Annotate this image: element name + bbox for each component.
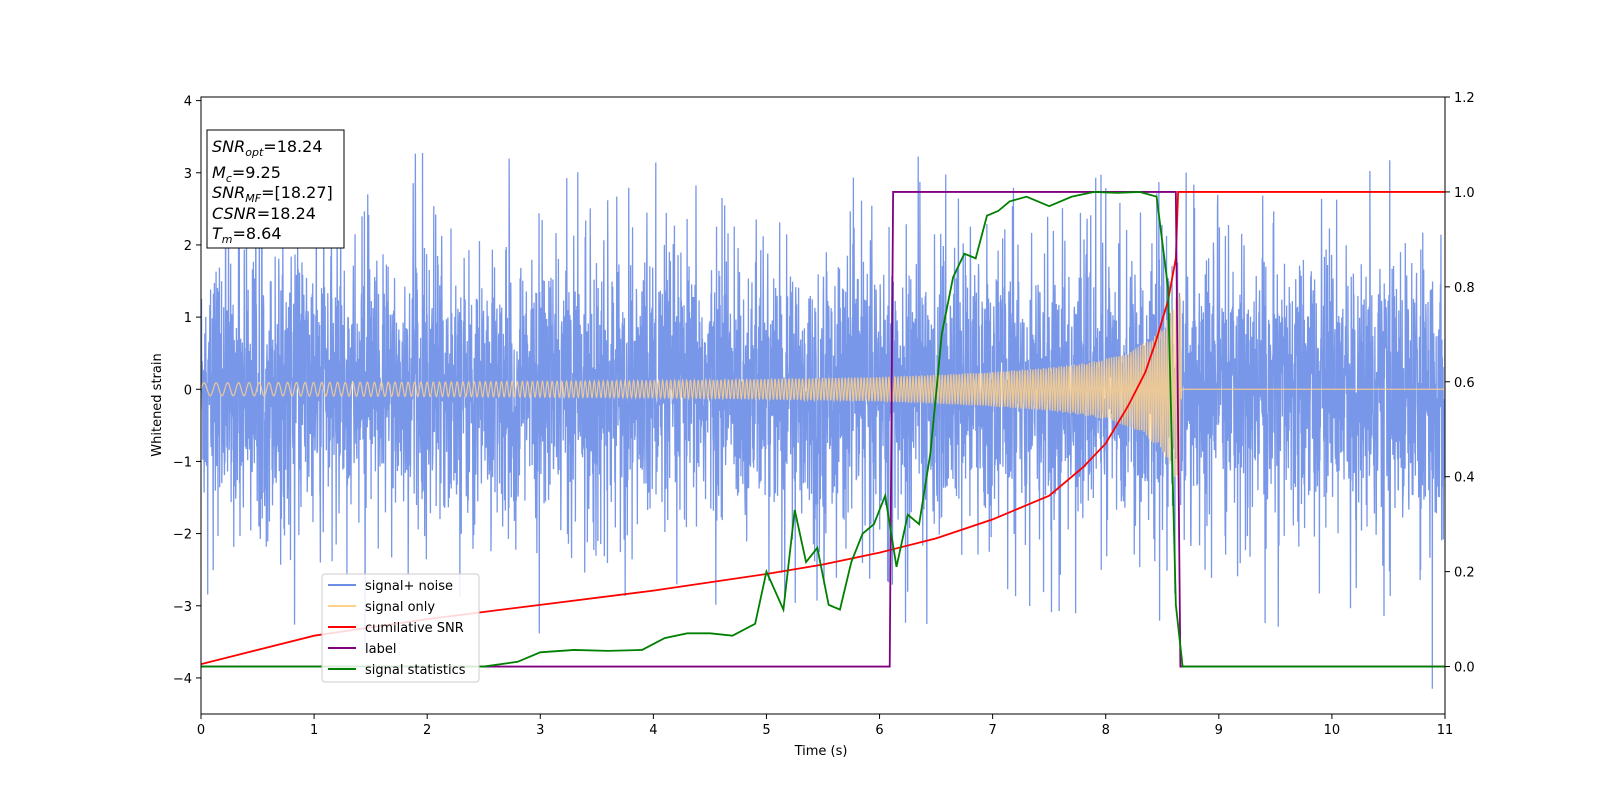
info-mc: Mc=9.25 — [212, 163, 281, 185]
line-cumulative-snr — [201, 191, 1445, 666]
series-signal-plus-noise — [201, 152, 1445, 689]
legend-entry-cumulative-snr: cumilative SNR — [328, 621, 464, 636]
x-tick-label: 10 — [1324, 723, 1341, 738]
info-box: SNRopt=18.24 Mc=9.25 SNRMF=[18.27] CSNR=… — [206, 129, 345, 249]
series-overlay-lines — [201, 191, 1445, 668]
y-axis-label: Whitened strain — [150, 353, 165, 456]
plot-frame — [200, 96, 1446, 715]
legend-entry-signal-statistics: signal statistics — [328, 663, 466, 678]
x-tick-label: 7 — [988, 723, 996, 738]
y-left-tick-label: 0 — [184, 383, 192, 398]
line-signal-plus-noise — [201, 152, 1445, 689]
x-tick-label: 9 — [1215, 723, 1223, 738]
y-left-tick-label: 3 — [184, 167, 192, 182]
y-right-tick-label: 0.6 — [1454, 376, 1475, 391]
x-tick-label: 11 — [1437, 723, 1454, 738]
x-tick-label: 3 — [536, 723, 544, 738]
svg-text:signal statistics: signal statistics — [365, 663, 466, 678]
y-left-tick-label: −1 — [173, 455, 192, 470]
svg-text:label: label — [365, 642, 396, 657]
y-right-tick-label: 1.0 — [1454, 186, 1475, 201]
legend: signal+ noise signal only cumilative SNR… — [321, 573, 480, 683]
y-left-tick-label: 1 — [184, 311, 192, 326]
x-axis-label: Time (s) — [794, 744, 848, 759]
y-right-tick-label: 1.2 — [1454, 91, 1475, 106]
y-left-tick-label: −3 — [173, 600, 192, 615]
x-tick-label: 5 — [762, 723, 770, 738]
y-right-tick-label: 0.4 — [1454, 471, 1475, 486]
x-tick-label: 6 — [875, 723, 883, 738]
y-right-tick-label: 0.0 — [1454, 661, 1475, 676]
x-tick-label: 0 — [197, 723, 205, 738]
info-snr-mf: SNRMF=[18.27] — [212, 183, 333, 205]
y-left-tick-label: 2 — [184, 239, 192, 254]
x-tick-label: 8 — [1102, 723, 1110, 738]
y-left-tick-label: −4 — [173, 672, 192, 687]
info-snr-opt: SNRopt=18.24 — [212, 137, 323, 159]
info-tm: Tm=8.64 — [212, 224, 282, 246]
legend-entry-signal-only: signal only — [328, 600, 435, 615]
y-left-tick-label: 4 — [184, 95, 192, 110]
x-tick-label: 2 — [423, 723, 431, 738]
y-left-tick-label: −2 — [173, 528, 192, 543]
x-axis: 0 1 2 3 4 5 6 7 8 9 10 11 — [197, 714, 1453, 738]
x-tick-label: 1 — [310, 723, 318, 738]
x-tick-label: 4 — [649, 723, 657, 738]
legend-entry-label: label — [328, 642, 396, 657]
y-right-tick-label: 0.8 — [1454, 281, 1475, 296]
line-signal-only — [201, 291, 1445, 490]
svg-text:signal only: signal only — [365, 600, 435, 615]
y-axis-left: −4 −3 −2 −1 0 1 2 3 4 — [173, 95, 201, 687]
svg-text:cumilative SNR: cumilative SNR — [365, 621, 464, 636]
info-csnr: CSNR=18.24 — [212, 204, 316, 223]
y-right-tick-label: 0.2 — [1454, 566, 1475, 581]
y-axis-right: 0.0 0.2 0.4 0.6 0.8 1.0 1.2 — [1445, 91, 1475, 676]
line-signal-statistics — [201, 191, 1445, 668]
legend-entry-signal-noise: signal+ noise — [328, 579, 453, 594]
svg-text:signal+ noise: signal+ noise — [365, 579, 453, 594]
series-signal-only — [201, 291, 1445, 490]
